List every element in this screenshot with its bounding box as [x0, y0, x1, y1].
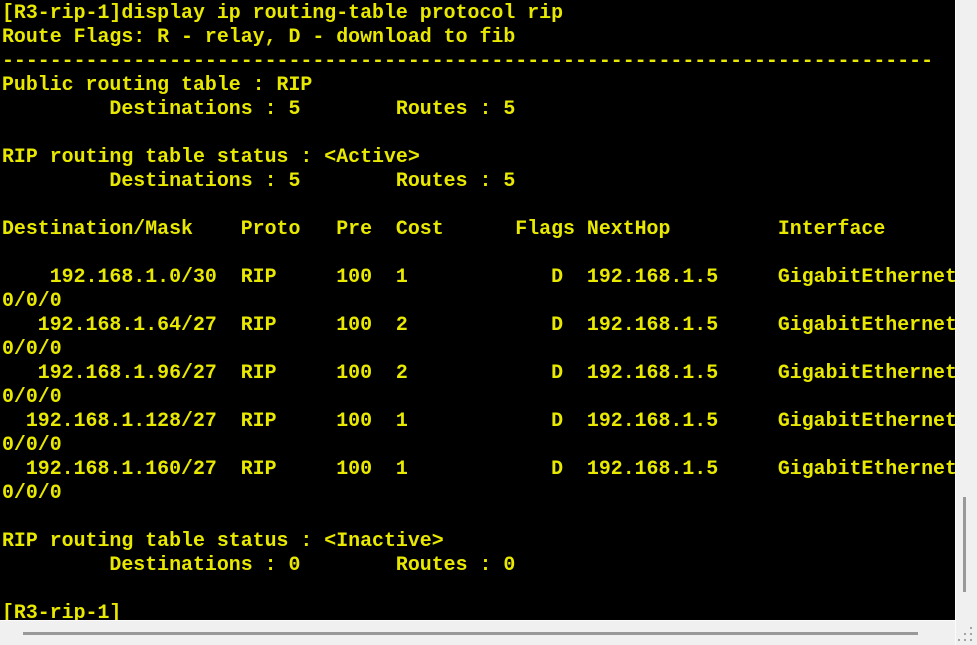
blank-line: [2, 121, 955, 145]
route-row-wrap: 0/0/0: [2, 433, 62, 456]
horizontal-scrollbar[interactable]: [0, 620, 955, 645]
route-row: 192.168.1.64/27 RIP 100 2 D 192.168.1.5 …: [2, 313, 955, 336]
public-table-counts: Destinations : 5 Routes : 5: [2, 97, 516, 120]
route-row: 192.168.1.160/27 RIP 100 1 D 192.168.1.5…: [2, 457, 955, 480]
route-flags-legend: Route Flags: R - relay, D - download to …: [2, 25, 516, 48]
blank-line: [2, 505, 955, 529]
command-line: [R3-rip-1]display ip routing-table proto…: [2, 1, 564, 24]
table-header-row: Destination/Mask Proto Pre Cost Flags Ne…: [2, 217, 886, 240]
vertical-scrollbar[interactable]: [955, 0, 977, 645]
active-table-title: RIP routing table status : <Active>: [2, 145, 420, 168]
blank-line: [2, 577, 955, 601]
terminal-screen[interactable]: [R3-rip-1]display ip routing-table proto…: [0, 0, 955, 620]
resize-grip[interactable]: [958, 627, 960, 629]
route-row-wrap: 0/0/0: [2, 289, 62, 312]
vertical-scrollbar-thumb[interactable]: [963, 497, 966, 592]
blank-line: [2, 193, 955, 217]
inactive-table-counts: Destinations : 0 Routes : 0: [2, 553, 516, 576]
blank-line: [2, 241, 955, 265]
separator-line: ----------------------------------------…: [2, 49, 934, 72]
active-table-counts: Destinations : 5 Routes : 5: [2, 169, 516, 192]
route-row-wrap: 0/0/0: [2, 337, 62, 360]
prompt-line: [R3-rip-1]: [2, 601, 122, 620]
route-row: 192.168.1.96/27 RIP 100 2 D 192.168.1.5 …: [2, 361, 955, 384]
route-row-wrap: 0/0/0: [2, 385, 62, 408]
route-row-wrap: 0/0/0: [2, 481, 62, 504]
public-table-title: Public routing table : RIP: [2, 73, 313, 96]
route-row: 192.168.1.0/30 RIP 100 1 D 192.168.1.5 G…: [2, 265, 955, 288]
horizontal-scrollbar-thumb[interactable]: [23, 632, 918, 635]
inactive-table-title: RIP routing table status : <Inactive>: [2, 529, 444, 552]
route-row: 192.168.1.128/27 RIP 100 1 D 192.168.1.5…: [2, 409, 955, 432]
